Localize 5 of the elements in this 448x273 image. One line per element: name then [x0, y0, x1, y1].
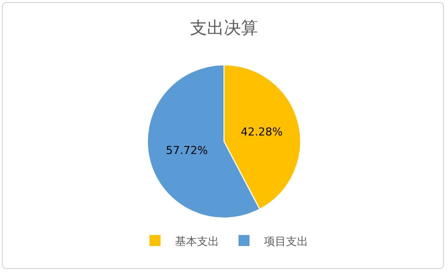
legend-label: 基本支出 — [175, 234, 219, 248]
data-label: 57.72% — [166, 144, 208, 158]
data-label: 42.28% — [240, 126, 283, 139]
chart-title: 支出决算 — [190, 18, 258, 39]
legend-label: 项目支出 — [264, 234, 308, 248]
